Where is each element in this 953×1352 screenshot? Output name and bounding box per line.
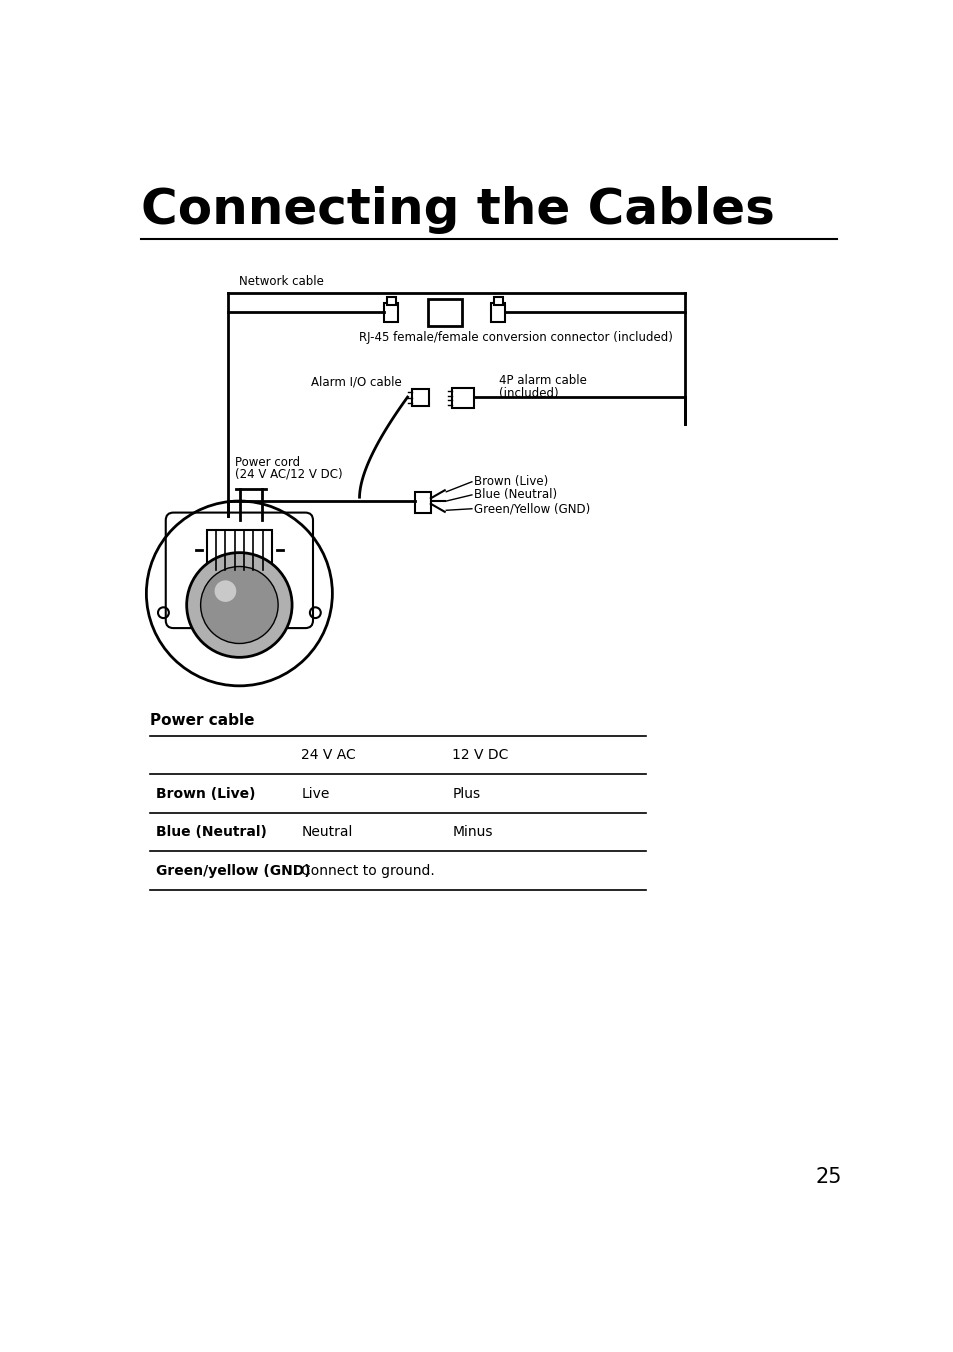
Text: Minus: Minus [452,825,493,840]
Text: Neutral: Neutral [301,825,353,840]
Bar [427,299,461,326]
Text: 12 V DC: 12 V DC [452,748,508,763]
Bar [384,303,397,322]
Text: Connecting the Cables: Connecting the Cables [141,187,774,234]
Text: Plus: Plus [452,787,480,800]
Text: Brown (Live): Brown (Live) [474,476,548,488]
Text: Network cable: Network cable [239,274,324,288]
Bar [386,297,395,304]
Text: RJ-45 female/female conversion connector (included): RJ-45 female/female conversion connector… [359,331,673,345]
Bar [412,389,429,407]
Bar [493,297,502,304]
Bar [452,388,474,408]
Bar [207,530,272,571]
Circle shape [187,553,292,657]
Text: Brown (Live): Brown (Live) [156,787,255,800]
Text: Blue (Neutral): Blue (Neutral) [156,825,267,840]
Bar [491,303,505,322]
Text: Power cord: Power cord [235,456,300,469]
Circle shape [200,566,278,644]
Bar [415,492,431,514]
Text: 25: 25 [815,1167,841,1187]
Text: (24 V AC/12 V DC): (24 V AC/12 V DC) [235,468,343,480]
Circle shape [214,580,236,602]
Text: Green/yellow (GND): Green/yellow (GND) [156,864,311,877]
Text: Connect to ground.: Connect to ground. [301,864,435,877]
Text: 24 V AC: 24 V AC [301,748,355,763]
Text: Power cable: Power cable [150,713,254,727]
Text: Blue (Neutral): Blue (Neutral) [474,488,557,502]
Text: Alarm I/O cable: Alarm I/O cable [311,376,402,388]
Text: (included): (included) [498,387,558,400]
Text: 4P alarm cable: 4P alarm cable [498,373,586,387]
Text: Live: Live [301,787,330,800]
Text: Green/Yellow (GND): Green/Yellow (GND) [474,502,590,515]
